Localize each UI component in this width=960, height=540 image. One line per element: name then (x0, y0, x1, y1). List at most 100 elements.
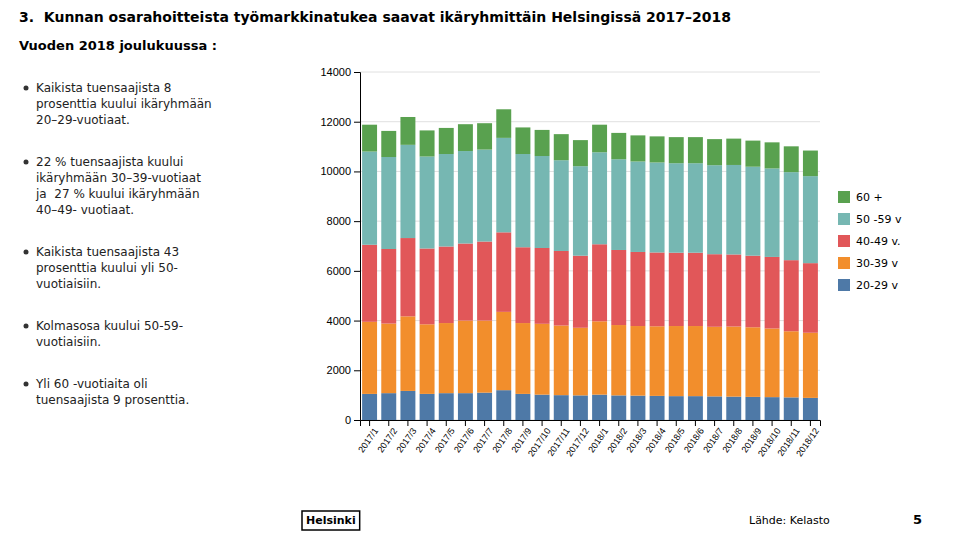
bar (669, 253, 684, 326)
bar (458, 393, 473, 420)
bar (726, 139, 741, 165)
legend-item: 40-49 v. (838, 235, 901, 248)
bar (458, 321, 473, 394)
bar (784, 260, 799, 331)
x-tick-mark (561, 420, 562, 426)
y-tick: 10000 (320, 165, 360, 177)
bar (765, 168, 780, 256)
y-tick-label: 8000 (327, 215, 351, 227)
bar (765, 142, 780, 168)
bar (458, 151, 473, 243)
bar (688, 326, 703, 396)
bar (630, 252, 645, 326)
bar (515, 127, 530, 154)
bar (381, 131, 396, 157)
bar (803, 333, 818, 398)
legend-item: 30-39 v (838, 257, 898, 270)
y-tick-mark (354, 321, 360, 322)
bar (535, 156, 550, 248)
x-tick-label: 2018/12 (794, 426, 821, 458)
y-tick-mark (354, 171, 360, 172)
bar (803, 176, 818, 263)
x-tick-mark (542, 420, 543, 426)
x-tick-mark (657, 420, 658, 426)
y-tick-mark (354, 271, 360, 272)
bullet-text: Kaikista tuensaajista 8prosenttia kuului… (36, 81, 212, 127)
x-tick-mark (618, 420, 619, 426)
x-tick-mark (714, 420, 715, 426)
bar (669, 137, 684, 163)
bullet-marker (24, 324, 29, 329)
bar (611, 250, 626, 325)
bar (381, 249, 396, 324)
bar (765, 257, 780, 329)
y-tick-mark (354, 72, 360, 73)
y-tick: 6000 (327, 265, 360, 277)
bar (515, 323, 530, 394)
legend-swatch (838, 235, 850, 247)
legend-swatch (838, 279, 850, 291)
bar (650, 326, 665, 396)
bar (535, 130, 550, 156)
bar (554, 134, 569, 160)
x-tick-mark (388, 420, 389, 426)
bullet-line: Yli 60 -vuotiaita oli (35, 377, 148, 391)
bar (726, 397, 741, 420)
bar (420, 157, 435, 249)
bar (381, 324, 396, 394)
bar (611, 133, 626, 159)
bar (496, 138, 511, 232)
bar (554, 251, 569, 326)
x-tick: 2018/12 (794, 420, 821, 459)
y-tick-label: 0 (345, 414, 351, 426)
bar (535, 248, 550, 324)
bar (688, 163, 703, 252)
bullet-line: Kolmasosa kuului 50-59- (36, 319, 183, 333)
bar (650, 396, 665, 420)
x-tick-mark (484, 420, 485, 426)
legend: 60 +50 -59 v40-49 v.30-39 v20-29 v (838, 191, 902, 292)
bar (477, 150, 492, 242)
bar (688, 137, 703, 163)
legend-item: 50 -59 v (838, 213, 902, 226)
bar (630, 396, 645, 420)
bar (496, 312, 511, 390)
x-tick-mark (810, 420, 811, 426)
bar (745, 167, 760, 256)
bar (381, 393, 396, 420)
bar (803, 263, 818, 333)
bar (803, 398, 818, 420)
x-tick-mark (637, 420, 638, 426)
bar (573, 166, 588, 255)
legend-label: 50 -59 v (856, 213, 902, 226)
bar (726, 254, 741, 326)
bar (420, 248, 435, 324)
bar (400, 238, 415, 316)
bar (745, 397, 760, 420)
bar (420, 394, 435, 420)
legend-label: 30-39 v (856, 257, 898, 270)
bar (650, 162, 665, 252)
bar (515, 154, 530, 247)
bar (535, 324, 550, 395)
bars (362, 109, 818, 420)
bar (669, 396, 684, 420)
x-tick-mark (369, 420, 370, 426)
bar (726, 165, 741, 254)
x-axis-line (361, 421, 821, 427)
bar (611, 159, 626, 250)
y-tick-label: 14000 (320, 66, 351, 78)
y-tick-label: 2000 (327, 364, 351, 376)
x-tick-mark (427, 420, 428, 426)
x-tick-mark (522, 420, 523, 426)
bar (496, 232, 511, 312)
bar (362, 322, 377, 394)
bar (592, 395, 607, 420)
y-tick: 14000 (320, 66, 360, 78)
y-tick-mark (354, 221, 360, 222)
x-tick-mark (599, 420, 600, 426)
bar (554, 160, 569, 251)
series (362, 109, 818, 176)
legend-item: 60 + (838, 191, 883, 204)
x-tick-mark (676, 420, 677, 426)
